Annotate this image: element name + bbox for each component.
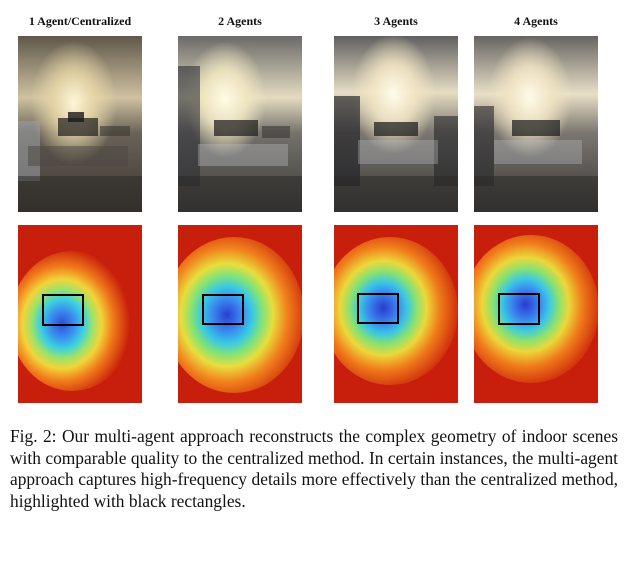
rgb-render-image — [334, 36, 458, 212]
error-heatmap-image — [474, 225, 598, 403]
figure-caption: Fig. 2: Our multi-agent approach reconst… — [10, 426, 618, 511]
column-title: 4 Agents — [514, 14, 558, 28]
figure-grid: 1 Agent/Centralized — [18, 14, 598, 403]
rgb-render-image — [178, 36, 302, 212]
column-title: 2 Agents — [218, 14, 262, 28]
column-title: 1 Agent/Centralized — [28, 14, 132, 28]
column-title: 3 Agents — [374, 14, 418, 28]
error-heatmap-image — [18, 225, 142, 403]
error-heatmap-image — [334, 225, 458, 403]
rgb-render-image — [18, 36, 142, 212]
rgb-render-image — [474, 36, 598, 212]
error-heatmap-image — [178, 225, 302, 403]
